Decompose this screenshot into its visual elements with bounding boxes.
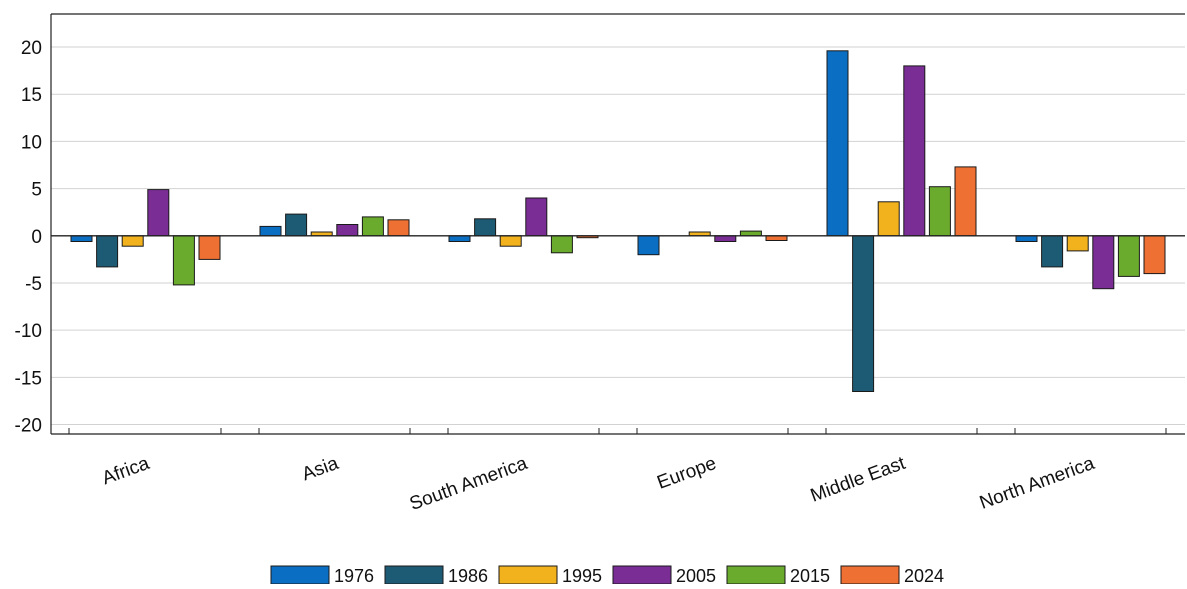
legend-swatch xyxy=(612,565,672,585)
bar xyxy=(96,235,119,268)
legend-label: 1995 xyxy=(562,566,602,584)
y-tick-label: 10 xyxy=(21,132,42,153)
legend-item: 1986 xyxy=(384,565,488,586)
bar xyxy=(474,218,497,237)
legend-item: 2005 xyxy=(612,565,716,586)
legend-swatch xyxy=(384,565,444,585)
y-tick-label: 15 xyxy=(21,85,42,106)
bar xyxy=(198,235,221,260)
x-axis-tick-labels: Africa Asia South America Europe Middle East… xyxy=(99,453,1097,515)
legend-item: 2024 xyxy=(840,565,944,586)
bar xyxy=(448,235,471,243)
bar xyxy=(1092,235,1115,290)
bar xyxy=(336,224,359,237)
x-tick-label: North America xyxy=(977,453,1098,514)
bar xyxy=(852,235,875,392)
y-tick-label: 20 xyxy=(21,38,42,59)
x-tick-label: Asia xyxy=(299,453,341,486)
bar xyxy=(765,235,788,242)
y-axis-tick-labels: -20 -15 -10 -5 0 5 10 15 20 xyxy=(15,38,42,437)
legend-swatch xyxy=(270,565,330,585)
y-tick-label: -10 xyxy=(15,321,42,342)
bar xyxy=(285,213,308,237)
x-tick-label: Africa xyxy=(99,453,152,489)
bar xyxy=(259,225,282,237)
bar xyxy=(954,166,977,237)
legend-item: 1976 xyxy=(270,565,374,586)
legend-label: 2015 xyxy=(790,566,830,584)
bar xyxy=(1015,235,1038,243)
y-tick-label: 5 xyxy=(31,180,42,201)
bar xyxy=(147,189,170,237)
legend-item: 2015 xyxy=(726,565,830,586)
bar xyxy=(172,235,195,286)
bar xyxy=(1041,235,1064,268)
bar xyxy=(826,50,849,237)
legend-swatch xyxy=(840,565,900,585)
legend-swatch xyxy=(498,565,558,585)
bar xyxy=(903,65,926,237)
bar xyxy=(714,235,737,243)
bar xyxy=(361,216,384,237)
bar xyxy=(1066,235,1089,252)
y-tick-label: -5 xyxy=(25,274,42,295)
axes xyxy=(50,13,1185,435)
x-tick-label: Europe xyxy=(654,453,719,494)
legend-label: 2024 xyxy=(904,566,944,584)
bar xyxy=(550,235,573,254)
bar xyxy=(877,201,900,237)
legend-swatch xyxy=(726,565,786,585)
y-tick-label: -15 xyxy=(15,368,42,389)
bar xyxy=(499,235,522,247)
legend: 1976 1986 1995 2005 2015 2024 xyxy=(270,565,944,586)
bar xyxy=(387,219,410,237)
bar xyxy=(70,235,93,243)
bars xyxy=(70,50,1166,392)
bar xyxy=(637,235,660,256)
legend-item: 1995 xyxy=(498,565,602,586)
legend-label: 2005 xyxy=(676,566,716,584)
x-tick-label: Middle East xyxy=(808,453,909,507)
x-tick-label: South America xyxy=(407,453,531,515)
bar xyxy=(1143,235,1166,275)
gridlines xyxy=(51,46,1185,426)
bar xyxy=(739,230,762,237)
y-tick-label: 0 xyxy=(31,227,42,248)
bar xyxy=(525,197,548,237)
bar xyxy=(1117,235,1140,277)
bar xyxy=(121,235,144,247)
bar xyxy=(928,186,951,237)
legend-label: 1986 xyxy=(448,566,488,584)
legend-label: 1976 xyxy=(334,566,374,584)
y-tick-label: -20 xyxy=(15,416,42,437)
